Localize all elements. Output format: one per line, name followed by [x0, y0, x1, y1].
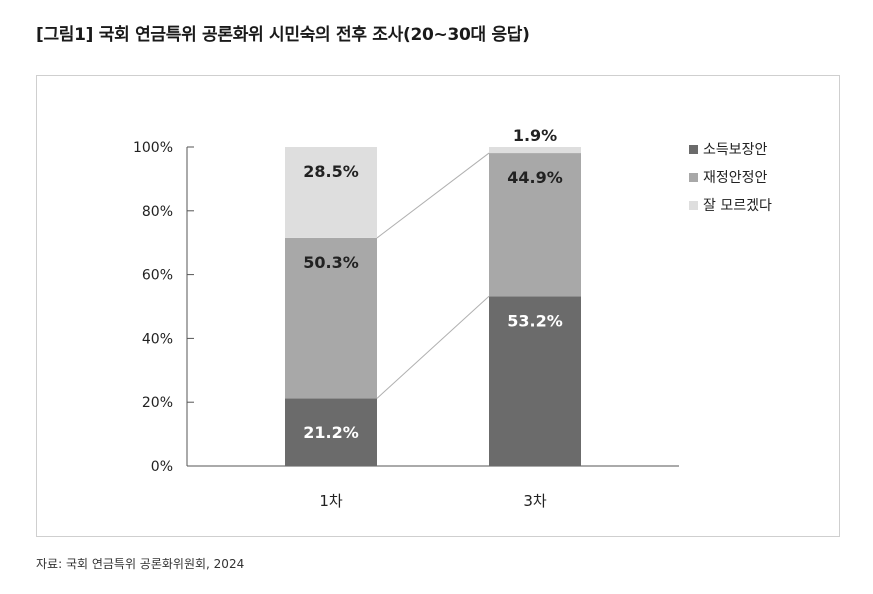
x-category-label: 3차: [523, 492, 547, 510]
legend-label: 잘 모르겠다: [703, 198, 772, 214]
legend-swatch: [689, 145, 698, 154]
bar-segment: [489, 296, 581, 466]
bar-segment: [285, 398, 377, 466]
legend-label: 소득보장안: [703, 142, 768, 158]
bar-segment: [285, 237, 377, 399]
bar-segment: [489, 147, 581, 154]
legend-swatch: [689, 201, 698, 210]
bar-segment: [285, 147, 377, 238]
y-tick-label: 0%: [151, 459, 173, 475]
x-category-label: 1차: [319, 492, 343, 510]
y-tick-label: 40%: [142, 331, 173, 347]
bar-segment: [489, 153, 581, 297]
y-tick-label: 20%: [142, 395, 173, 411]
figure-source: 자료: 국회 연금특위 공론화위원회, 2024: [36, 557, 245, 571]
stacked-bar-chart: 0% 20% 40% 60% 80% 100% 1차 3차 21.2% 50.3% 28.5% 53.…: [133, 126, 772, 510]
y-tick-label: 80%: [142, 204, 173, 220]
data-label: 44.9%: [507, 168, 563, 187]
data-label: 53.2%: [507, 311, 563, 330]
y-tick-label: 60%: [142, 268, 173, 284]
connector-line: [376, 295, 490, 399]
connector-line: [376, 152, 490, 239]
data-label: 1.9%: [513, 126, 557, 145]
data-label: 50.3%: [303, 253, 359, 272]
figure-title: [그림1] 국회 연금특위 공론화위 시민숙의 전후 조사(20~30대 응답): [36, 25, 530, 45]
y-tick-label: 100%: [133, 140, 173, 156]
legend-swatch: [689, 173, 698, 182]
data-label: 21.2%: [303, 423, 359, 442]
legend-label: 재정안정안: [703, 170, 768, 186]
data-label: 28.5%: [303, 162, 359, 181]
chart-frame: 0% 20% 40% 60% 80% 100% 1차 3차 21.2% 50.3% 28.5% 53.…: [36, 75, 840, 537]
